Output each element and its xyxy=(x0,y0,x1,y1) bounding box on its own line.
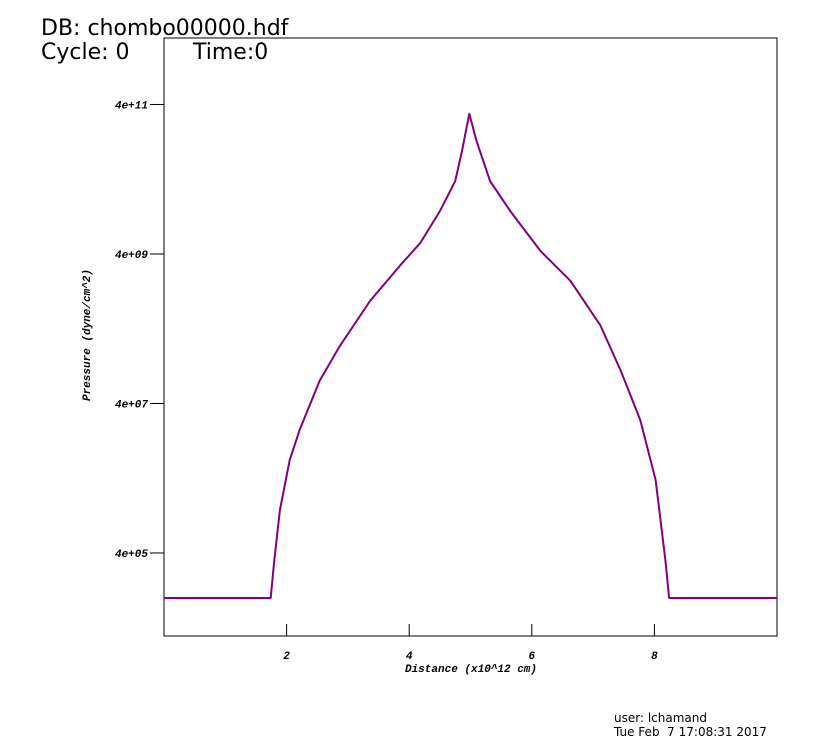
db-label: DB: chombo00000.hdf xyxy=(41,16,290,41)
x-tick-label: 6 xyxy=(528,651,535,663)
cycle-label: Cycle: 0 xyxy=(41,40,130,65)
time-label: Time:0 xyxy=(192,40,268,65)
x-tick-label: 8 xyxy=(651,651,658,663)
plot-frame xyxy=(163,37,778,637)
date-label: Tue Feb 7 17:08:31 2017 xyxy=(613,725,767,739)
x-axis-label: Distance (x10^12 cm) xyxy=(405,664,537,676)
x-tick-label: 2 xyxy=(283,651,290,663)
y-axis-label: Pressure (dyne/cm^2) xyxy=(82,269,94,401)
data-line xyxy=(164,112,777,599)
y-tick-label: 4e+05 xyxy=(115,549,148,561)
y-tick-label: 4e+11 xyxy=(115,100,148,112)
y-tick-label: 4e+09 xyxy=(115,250,148,262)
x-tick-label: 4 xyxy=(406,651,413,663)
y-tick-label: 4e+07 xyxy=(115,399,148,411)
user-label: user: lchamand xyxy=(614,711,707,725)
